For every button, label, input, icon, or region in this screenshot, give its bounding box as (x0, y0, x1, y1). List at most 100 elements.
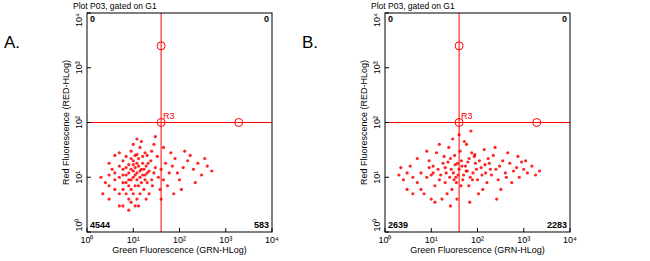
gate-line-y (385, 122, 570, 123)
y-tick-label: 10² (74, 116, 84, 129)
points (397, 129, 541, 207)
event-point (130, 168, 133, 171)
event-point (524, 159, 527, 162)
event-point (455, 197, 458, 200)
event-point (127, 178, 130, 181)
event-point (166, 184, 169, 187)
y-label: Red Fluorescence (RED-HLog) (359, 60, 369, 185)
event-point (137, 164, 140, 167)
x-label: Green Fluorescence (GRN-HLog) (112, 245, 247, 255)
event-point (494, 168, 497, 171)
event-point (419, 171, 422, 174)
x-tick-label: 10¹ (127, 235, 140, 245)
event-point (127, 163, 130, 166)
event-point (490, 173, 493, 176)
event-point (471, 171, 474, 174)
event-point (150, 178, 153, 181)
quadrant-count: 0 (264, 14, 269, 24)
event-point (127, 171, 130, 174)
y-tick-label: 10¹ (74, 171, 84, 184)
event-point (469, 176, 472, 179)
event-point (101, 192, 104, 195)
event-point (489, 168, 492, 171)
event-point (522, 168, 525, 171)
event-point (451, 137, 454, 140)
event-point (149, 159, 152, 162)
event-point (135, 137, 138, 140)
y-tick-label: 10⁴ (74, 13, 84, 27)
event-point (121, 173, 124, 176)
title: Plot P03, gated on G1 (371, 1, 455, 11)
gate (385, 13, 570, 232)
y-label: Red Fluorescence (RED-HLog) (61, 60, 71, 185)
x-tick-label: 10² (471, 235, 484, 245)
event-point (480, 173, 483, 176)
event-point (130, 188, 133, 191)
frame (385, 13, 570, 232)
event-point (453, 154, 456, 157)
y-tick-label: 10¹ (372, 171, 382, 184)
event-point (137, 204, 140, 207)
gate-handle (455, 42, 463, 50)
title: Plot P03, gated on G1 (73, 1, 157, 11)
panel: B.Plot P03, gated on G1R310⁰10¹10²10³10⁴… (302, 1, 577, 255)
event-point (132, 163, 135, 166)
event-point (210, 169, 213, 172)
panel: A.Plot P03, gated on G1R310⁰10¹10²10³10⁴… (4, 1, 279, 255)
event-point (452, 171, 455, 174)
y-tick-label: 10⁴ (372, 13, 382, 27)
event-point (154, 135, 157, 138)
event-point (461, 178, 464, 181)
event-point (141, 162, 144, 165)
event-point (124, 173, 127, 176)
event-point (441, 162, 444, 165)
event-point (473, 153, 476, 156)
event-point (118, 176, 121, 179)
event-point (121, 168, 124, 171)
event-point (516, 155, 519, 158)
y-tick (87, 232, 91, 233)
x-tick-label: 10³ (219, 235, 232, 245)
event-point (146, 171, 149, 174)
panel-label: B. (302, 33, 318, 52)
event-point (138, 146, 141, 149)
event-point (501, 159, 504, 162)
gate-handle (157, 42, 165, 50)
event-point (430, 197, 433, 200)
event-point (512, 169, 515, 172)
event-point (510, 181, 513, 184)
x-tick-label: 10³ (517, 235, 530, 245)
event-point (466, 160, 469, 163)
event-point (124, 181, 127, 184)
event-point (173, 157, 176, 160)
x-tick-label: 10¹ (425, 235, 438, 245)
event-point (140, 181, 143, 184)
event-point (192, 168, 195, 171)
event-point (419, 188, 422, 191)
event-point (498, 164, 501, 167)
event-point (113, 171, 116, 174)
event-point (446, 160, 449, 163)
y-tick (385, 122, 389, 123)
x-tick (133, 228, 134, 232)
event-point (438, 178, 441, 181)
event-point (200, 173, 203, 176)
event-point (118, 151, 121, 154)
event-point (135, 162, 138, 165)
x-tick (431, 228, 432, 232)
event-point (436, 168, 439, 171)
event-point (495, 197, 498, 200)
quadrant-count: 2283 (547, 220, 567, 230)
event-point (405, 171, 408, 174)
event-point (164, 162, 167, 165)
x-tick-label: 10² (173, 235, 186, 245)
x-label: Green Fluorescence (GRN-HLog) (410, 245, 545, 255)
y-tick (87, 122, 91, 123)
x-tick-label: 10⁴ (265, 235, 279, 245)
event-point (455, 181, 458, 184)
event-point (134, 173, 137, 176)
event-point (152, 143, 155, 146)
event-point (497, 178, 500, 181)
event-point (444, 181, 447, 184)
event-point (515, 166, 518, 169)
